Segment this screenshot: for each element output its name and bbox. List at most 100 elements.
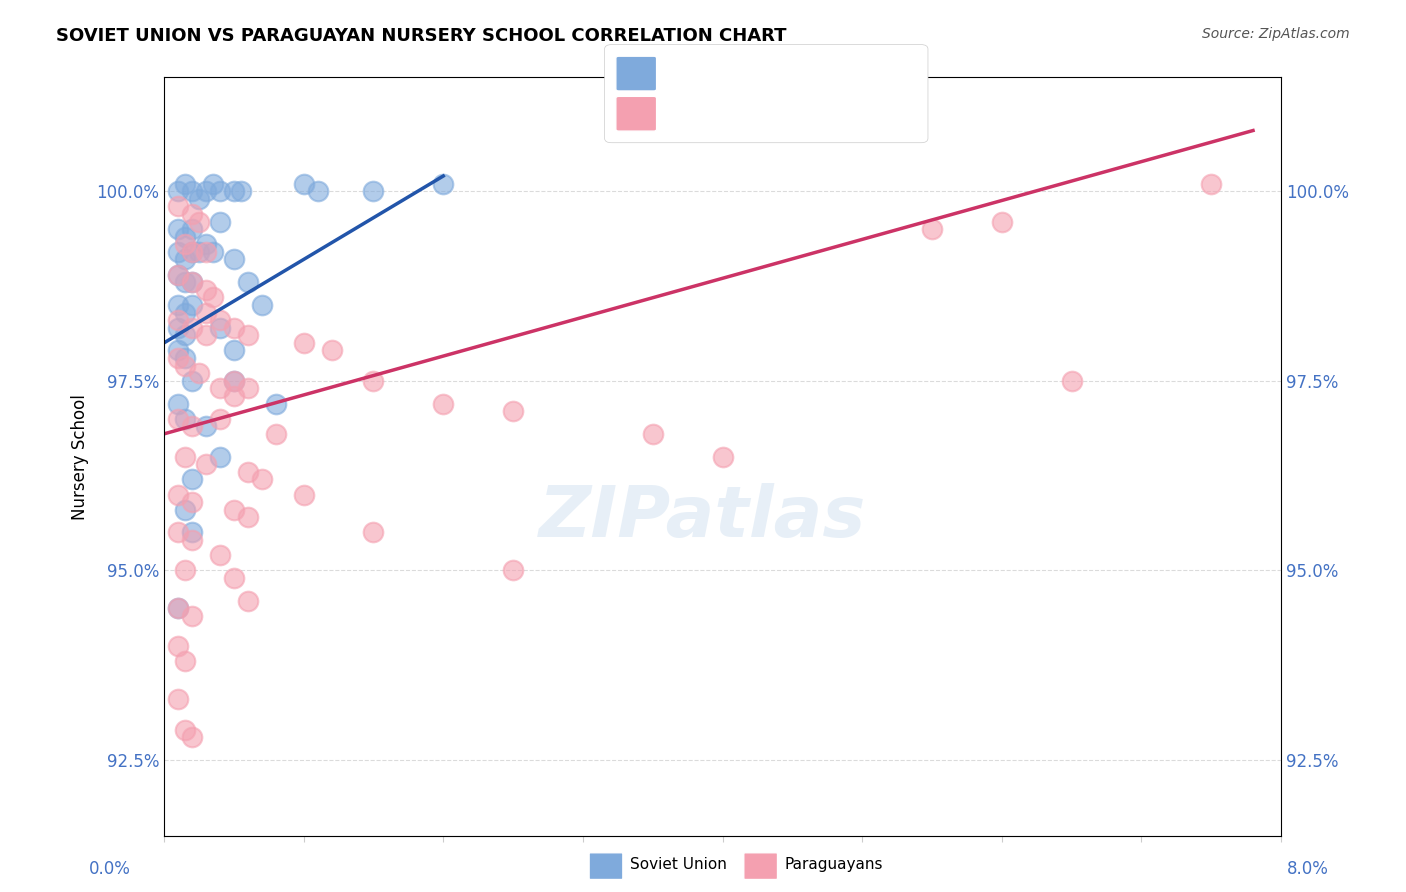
Point: [208, 313, 231, 327]
Point: [208, 548, 231, 562]
Point: [222, 252, 245, 267]
Point: [208, 320, 231, 334]
Point: [264, 396, 287, 410]
Point: [174, 502, 197, 516]
Point: [208, 184, 231, 198]
Point: [321, 343, 343, 358]
Y-axis label: Nursery School: Nursery School: [72, 393, 89, 519]
Point: [167, 343, 190, 358]
Point: [181, 275, 204, 289]
Point: [292, 177, 315, 191]
Point: [174, 229, 197, 244]
Text: Paraguayans: Paraguayans: [785, 857, 883, 872]
Point: [167, 320, 190, 334]
Point: [181, 222, 204, 236]
Point: [167, 268, 190, 282]
Point: [292, 487, 315, 501]
Point: [236, 275, 259, 289]
Point: [188, 366, 211, 380]
Point: [201, 290, 224, 304]
Point: [167, 601, 190, 615]
Text: 0.0%: 0.0%: [89, 860, 131, 878]
Point: [921, 222, 943, 236]
Point: [236, 510, 259, 524]
Point: [194, 283, 217, 297]
Point: [181, 320, 204, 334]
Point: [167, 639, 190, 653]
Point: [181, 608, 204, 623]
Point: [174, 328, 197, 343]
Point: [167, 396, 190, 410]
Point: [641, 426, 664, 441]
Point: [167, 525, 190, 540]
Point: [990, 214, 1012, 228]
Point: [174, 275, 197, 289]
Point: [1199, 177, 1222, 191]
Point: [208, 381, 231, 395]
Point: [307, 184, 329, 198]
Point: [194, 244, 217, 259]
Point: [201, 244, 224, 259]
Point: [174, 177, 197, 191]
Text: Source: ZipAtlas.com: Source: ZipAtlas.com: [1202, 27, 1350, 41]
Point: [222, 502, 245, 516]
Point: [188, 192, 211, 206]
Point: [174, 450, 197, 464]
Point: [208, 450, 231, 464]
Point: [174, 237, 197, 252]
Point: [194, 419, 217, 434]
Point: [181, 419, 204, 434]
Point: [174, 359, 197, 373]
Point: [167, 222, 190, 236]
Point: [502, 404, 524, 418]
Point: [174, 351, 197, 365]
Point: [174, 305, 197, 319]
Point: [181, 298, 204, 312]
Point: [236, 593, 259, 607]
Point: [208, 214, 231, 228]
Point: [236, 465, 259, 479]
Point: [181, 472, 204, 486]
Text: N = 49: N = 49: [787, 68, 851, 86]
Text: 8.0%: 8.0%: [1286, 860, 1329, 878]
Point: [181, 495, 204, 509]
Text: N = 66: N = 66: [787, 109, 851, 127]
Text: SOVIET UNION VS PARAGUAYAN NURSERY SCHOOL CORRELATION CHART: SOVIET UNION VS PARAGUAYAN NURSERY SCHOO…: [56, 27, 787, 45]
Point: [201, 177, 224, 191]
Point: [181, 244, 204, 259]
Point: [250, 298, 273, 312]
Point: [188, 244, 211, 259]
Point: [194, 237, 217, 252]
Point: [208, 411, 231, 425]
Point: [250, 472, 273, 486]
Point: [181, 244, 204, 259]
Point: [181, 730, 204, 744]
Point: [222, 374, 245, 388]
Point: [167, 184, 190, 198]
Point: [222, 320, 245, 334]
Point: [222, 343, 245, 358]
Point: [181, 275, 204, 289]
Point: [1060, 374, 1083, 388]
Point: [174, 723, 197, 737]
Point: [229, 184, 252, 198]
Point: [363, 525, 385, 540]
Point: [181, 374, 204, 388]
Point: [236, 328, 259, 343]
Point: [264, 426, 287, 441]
Point: [181, 533, 204, 547]
Point: [502, 563, 524, 577]
Text: R = 0.408: R = 0.408: [664, 68, 754, 86]
Point: [432, 396, 454, 410]
Point: [222, 184, 245, 198]
Point: [194, 305, 217, 319]
Point: [181, 525, 204, 540]
Point: [167, 268, 190, 282]
Point: [194, 328, 217, 343]
Point: [432, 177, 454, 191]
Text: R = 0.375: R = 0.375: [664, 109, 754, 127]
Point: [167, 199, 190, 213]
Point: [188, 214, 211, 228]
Point: [222, 374, 245, 388]
Point: [292, 335, 315, 350]
